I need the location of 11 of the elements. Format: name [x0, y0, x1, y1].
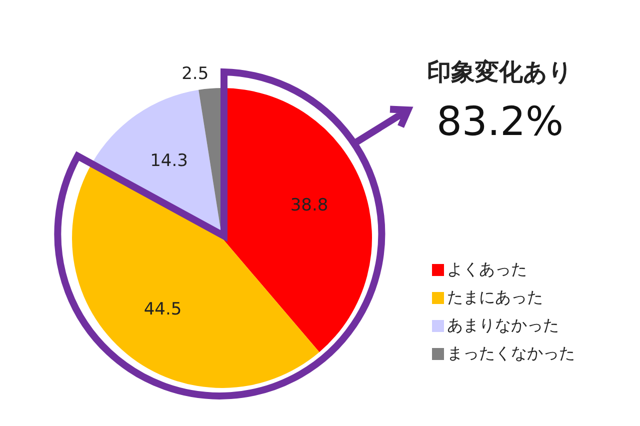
legend-label: よくあった	[447, 259, 527, 278]
data-label: 14.3	[150, 151, 188, 172]
data-label: 38.8	[290, 195, 328, 216]
legend-label: あまりなかった	[447, 315, 559, 334]
data-label: 44.5	[144, 299, 182, 320]
legend-label: まったくなかった	[447, 343, 575, 362]
pie-slice	[222, 88, 372, 352]
data-label: 2.5	[182, 64, 209, 84]
legend-label: たまにあった	[447, 287, 543, 306]
text: 印象変化あり	[427, 58, 573, 86]
text: 83.2%	[436, 99, 564, 145]
